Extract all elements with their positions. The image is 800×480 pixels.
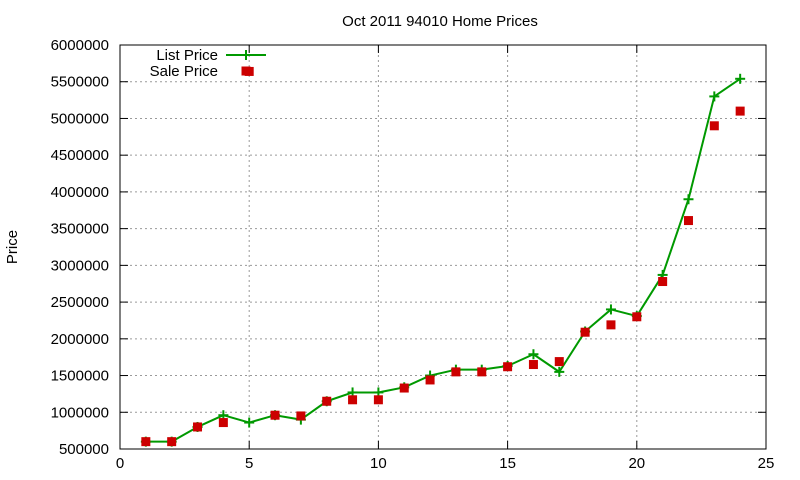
list-price-point: [528, 349, 539, 360]
chart-title: Oct 2011 94010 Home Prices: [342, 13, 538, 30]
sale-price-point: [683, 216, 693, 226]
legend-label: List Price: [156, 47, 218, 64]
x-tick-label: 0: [116, 455, 124, 472]
sale-price-point: [580, 327, 590, 337]
sale-price-point: [451, 367, 461, 377]
sale-price-point: [658, 277, 668, 287]
sale-price-point: [632, 312, 642, 322]
series-0: [140, 73, 746, 447]
sale-price-point: [554, 357, 564, 367]
y-tick-label: 3500000: [51, 221, 109, 238]
sale-price-point: [425, 375, 435, 385]
y-tick-label: 5000000: [51, 110, 109, 127]
x-tick-label: 10: [370, 455, 387, 472]
sale-price-point: [322, 396, 332, 406]
grid: [120, 45, 766, 449]
legend-label: Sale Price: [150, 63, 218, 80]
sale-price-point: [399, 383, 409, 393]
sale-price-point: [503, 362, 513, 372]
y-tick-label: 2500000: [51, 294, 109, 311]
y-tick-label: 1500000: [51, 368, 109, 385]
x-tick-label: 20: [628, 455, 645, 472]
legend-cross-swatch: [241, 50, 251, 60]
x-tick-label: 15: [499, 455, 516, 472]
y-tick-label: 4500000: [51, 147, 109, 164]
series-layer: [140, 66, 746, 447]
sale-price-point: [606, 320, 616, 330]
y-tick-label: 2000000: [51, 331, 109, 348]
sale-price-point: [709, 121, 719, 131]
y-axis-label: Price: [4, 230, 21, 264]
list-price-point: [735, 73, 746, 84]
axis-ticks: 500000 1000000 1500000 2000000 2500000 300000…: [51, 37, 775, 472]
sale-price-point: [141, 437, 151, 447]
sale-price-point: [193, 422, 203, 432]
list-price-point: [683, 194, 694, 205]
sale-price-point: [528, 360, 538, 370]
sale-price-point: [735, 106, 745, 116]
x-tick-label: 5: [245, 455, 253, 472]
y-tick-label: 6000000: [51, 37, 109, 54]
legend-square-swatch: [241, 66, 251, 76]
sale-price-point: [270, 410, 280, 420]
list-price-point: [244, 417, 255, 428]
plot-frame: [119, 44, 767, 450]
sale-price-point: [296, 411, 306, 421]
y-tick-label: 4000000: [51, 184, 109, 201]
sale-price-point: [167, 437, 177, 447]
y-tick-label: 500000: [59, 441, 109, 458]
list-price-point: [605, 304, 616, 315]
list-price-line: [145, 77, 741, 443]
y-tick-label: 1000000: [51, 404, 109, 421]
list-price-point: [554, 366, 565, 377]
sale-price-point: [348, 395, 358, 405]
sale-price-point: [477, 367, 487, 377]
list-price-point: [709, 91, 720, 102]
y-tick-label: 5500000: [51, 74, 109, 91]
sale-price-point: [373, 395, 383, 405]
sale-price-point: [218, 418, 228, 428]
x-tick-label: 25: [758, 455, 775, 472]
series-1: [141, 66, 745, 447]
y-tick-label: 3000000: [51, 257, 109, 274]
